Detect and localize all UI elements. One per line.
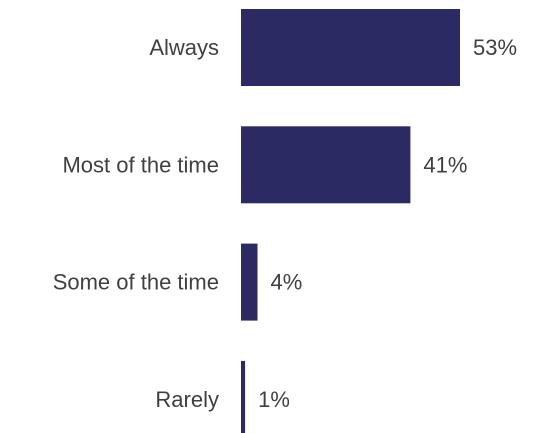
bar-rarely xyxy=(241,360,246,433)
category-label: Some of the time xyxy=(53,270,219,295)
category-label: Rarely xyxy=(155,387,219,412)
bar-always xyxy=(241,9,460,86)
category-label: Always xyxy=(149,35,219,60)
category-label: Most of the time xyxy=(62,152,219,177)
value-label: 4% xyxy=(271,270,303,295)
value-label: 53% xyxy=(473,35,517,60)
bar-some-of-the-time xyxy=(241,243,258,321)
value-label: 41% xyxy=(423,152,467,177)
value-label: 1% xyxy=(258,387,290,412)
bar-most-of-the-time xyxy=(241,126,411,204)
plot-area: Always 53% Most of the time 41% Some of the … xyxy=(53,9,517,433)
